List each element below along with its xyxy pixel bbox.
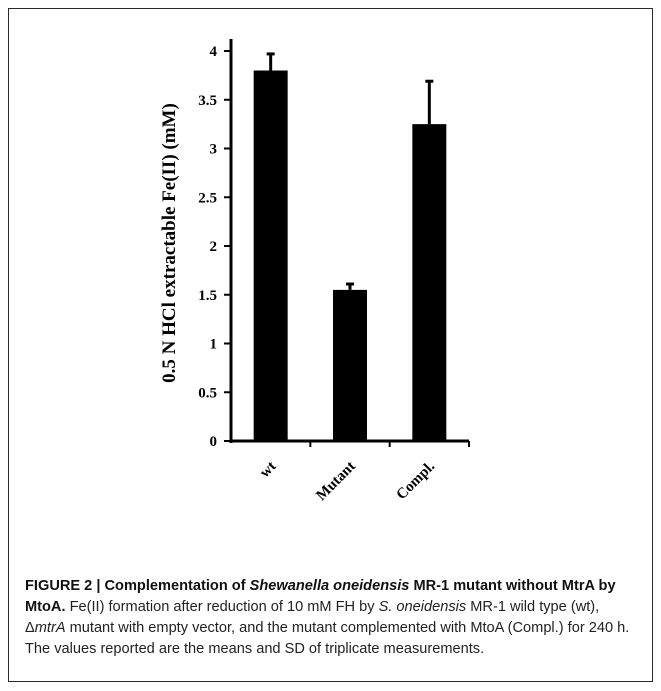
x-tick-label: Compl.: [394, 458, 439, 503]
caption-species: S. oneidensis: [378, 599, 467, 615]
y-ticks-group: 0 0.5 1 1.5 2 2.5 3 3.5 4: [198, 44, 231, 450]
y-tick-label: 1.5: [198, 288, 217, 304]
caption-label-prefix: FIGURE 2 | Complementation of: [25, 578, 250, 594]
y-tick-label: 2.5: [198, 190, 217, 206]
x-tick-label: Mutant: [313, 459, 358, 504]
caption-label-species: Shewanella oneidensis: [249, 578, 410, 594]
caption-label-rest: MR-1 mutant without MtrA by MtoA.: [25, 578, 616, 615]
bar: [333, 289, 367, 441]
error-bars-group: [266, 52, 434, 290]
x-ticks-group: wt Mutant Compl.: [257, 441, 470, 504]
bars-group: [253, 70, 447, 441]
y-tick-label: 1: [210, 337, 218, 353]
bar: [253, 70, 288, 441]
x-tick-label: wt: [257, 459, 280, 482]
caption-body-1: Fe(II) formation after reduction of 10 m…: [65, 599, 379, 615]
y-tick-label: 3.5: [198, 93, 217, 109]
y-tick-label: 2: [210, 239, 218, 255]
y-tick-label: 0: [210, 434, 218, 450]
caption-label: FIGURE 2 | Complementation of Shewanella…: [25, 578, 616, 615]
figure-caption: FIGURE 2 | Complementation of Shewanella…: [25, 576, 637, 660]
y-tick-label: 0.5: [198, 385, 217, 401]
bar-chart: 0.5 N HCl extractable Fe(II) (mM) 0 0.5 1 1…: [159, 39, 470, 504]
y-tick-label: 3: [210, 142, 218, 158]
bar: [412, 124, 447, 441]
caption-body-2: MR-1 wild type (wt), Δ: [25, 599, 600, 636]
chart-area: 0.5 N HCl extractable Fe(II) (mM) 0 0.5 1 1…: [9, 9, 654, 529]
y-tick-label: 4: [210, 44, 218, 60]
y-axis-label: 0.5 N HCl extractable Fe(II) (mM): [159, 103, 180, 383]
figure-panel: 0.5 N HCl extractable Fe(II) (mM) 0 0.5 1 1…: [8, 8, 653, 682]
caption-gene: mtrA: [34, 620, 66, 636]
caption-body-3: mutant with empty vector, and the mutant…: [25, 620, 630, 657]
y-axis-label-group: 0.5 N HCl extractable Fe(II) (mM): [159, 103, 180, 383]
